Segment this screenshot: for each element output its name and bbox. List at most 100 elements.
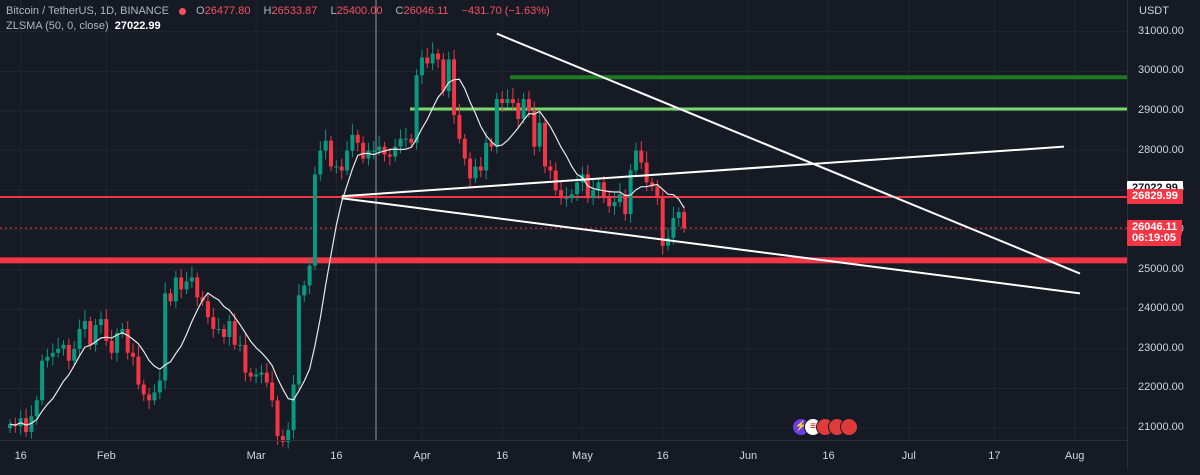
candle-body <box>259 372 264 375</box>
candle-body <box>168 293 173 302</box>
candle-body <box>473 166 478 179</box>
candle-body <box>227 321 232 337</box>
ohlc-change: −431.70 (−1.63%) <box>461 5 550 17</box>
currency-label[interactable]: USDT <box>1139 5 1169 17</box>
candle-body <box>532 110 537 147</box>
zlsma-line <box>9 78 685 426</box>
event-icon[interactable] <box>840 418 858 436</box>
candle-body <box>66 344 71 361</box>
candle-body <box>553 170 558 191</box>
trendline <box>341 145 1065 198</box>
trendline <box>341 197 1081 295</box>
candle-body <box>633 150 638 171</box>
candle-body <box>452 59 457 115</box>
candle-body <box>612 202 617 207</box>
candle-body <box>152 392 157 401</box>
candle-body <box>232 321 237 345</box>
candle-body <box>302 285 307 296</box>
candle-body <box>409 138 414 143</box>
candle-body <box>222 329 226 337</box>
candle-body <box>682 212 687 229</box>
candle-body <box>569 194 574 199</box>
y-tick-label: 29000.00 <box>1138 103 1184 116</box>
candle-body <box>136 356 141 385</box>
candle-body <box>131 352 136 357</box>
x-tick-label: Aug <box>1064 450 1085 462</box>
events-bar[interactable]: ⚡ ≡ <box>792 418 858 436</box>
x-tick-label: 16 <box>656 450 669 462</box>
candle-body <box>157 380 162 393</box>
candle-body <box>115 332 119 353</box>
candle-body <box>494 99 499 147</box>
candle-body <box>537 122 542 147</box>
candle-body <box>468 158 473 179</box>
candle-body <box>318 150 323 175</box>
ohlc-high: 26533.87 <box>271 5 318 17</box>
candle-body <box>280 436 285 442</box>
candle-body <box>500 99 505 104</box>
candle-body <box>82 321 87 330</box>
candle-body <box>125 329 130 353</box>
candle-body <box>521 99 526 119</box>
candle-body <box>575 182 580 195</box>
candle-body <box>639 150 644 163</box>
candle-body <box>457 114 462 139</box>
y-tick-label: 24000.00 <box>1138 302 1184 315</box>
candle-body <box>120 329 125 333</box>
candle-body <box>676 212 681 219</box>
candle-body <box>430 53 435 64</box>
candle-body <box>275 400 280 437</box>
candle-body <box>489 142 494 147</box>
candle-body <box>104 319 109 341</box>
x-tick-label: Jun <box>739 450 758 462</box>
candle-body <box>8 424 12 429</box>
candle-body <box>286 430 291 442</box>
x-tick-label: Jul <box>901 450 916 462</box>
y-tick-label: 25000.00 <box>1138 262 1184 275</box>
candle-body <box>596 182 601 191</box>
chart-legend: Bitcoin / TetherUS, 1D, BINANCE O26477.8… <box>6 4 560 34</box>
candle-body <box>141 384 146 395</box>
indicator-value: 27022.99 <box>114 20 161 32</box>
ohlc-key: C <box>395 5 404 17</box>
candle-body <box>345 150 350 171</box>
candle-body <box>666 237 671 246</box>
price-tag: 26829.99 <box>1127 189 1183 204</box>
y-tick-label: 23000.00 <box>1138 341 1184 354</box>
candle-body <box>393 146 398 157</box>
candle-body <box>163 293 168 381</box>
candle-body <box>184 281 189 290</box>
candle-body <box>243 344 248 373</box>
candle-body <box>291 384 296 431</box>
indicator-name[interactable]: ZLSMA (50, 0, close) <box>6 20 109 32</box>
candle-body <box>189 277 194 282</box>
y-tick-label: 30000.00 <box>1138 64 1184 77</box>
trendline <box>496 32 1081 275</box>
candle-body <box>45 356 50 361</box>
candle-body <box>650 182 654 187</box>
candle-body <box>505 99 510 104</box>
y-tick-label: 21000.00 <box>1138 421 1184 434</box>
x-tick-label: 16 <box>822 450 835 462</box>
candle-body <box>173 277 178 302</box>
candle-body <box>77 329 82 349</box>
candle-body <box>334 166 339 168</box>
candle-body <box>355 134 360 143</box>
candle-body <box>195 277 200 298</box>
ohlc-key: H <box>263 5 272 17</box>
candle-body <box>98 319 103 326</box>
candle-body <box>628 170 633 215</box>
candle-body <box>339 166 344 171</box>
candle-body <box>446 59 451 92</box>
ohlc-key: O <box>196 5 205 17</box>
symbol-title[interactable]: Bitcoin / TetherUS, 1D, BINANCE <box>6 5 170 17</box>
candle-body <box>216 329 221 331</box>
candle-body <box>179 277 184 290</box>
candle-body <box>109 340 114 353</box>
candle-body <box>40 360 45 401</box>
candle-body <box>56 348 61 353</box>
candle-body <box>307 265 312 286</box>
candle-body <box>270 382 275 401</box>
